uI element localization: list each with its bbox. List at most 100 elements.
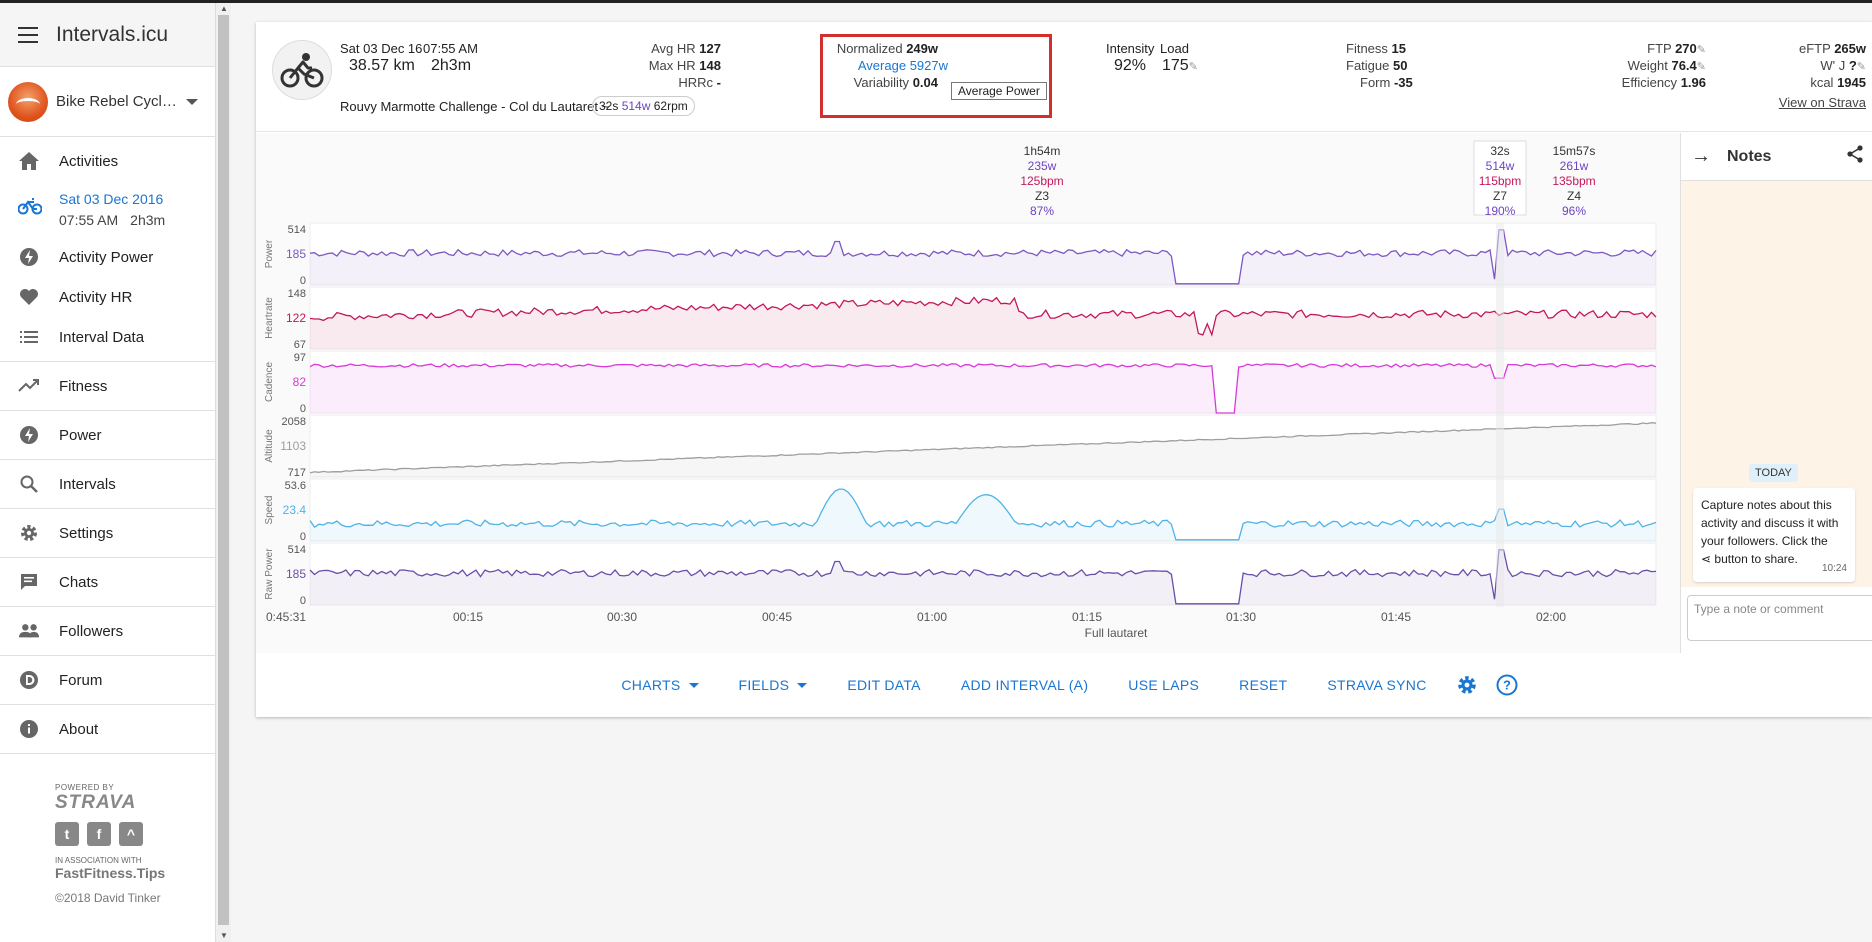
edit-data-button[interactable]: EDIT DATA	[847, 677, 921, 693]
note-message: Capture notes about this activity and di…	[1693, 488, 1855, 582]
chip-power: 514w	[621, 99, 651, 113]
avg-hr-label: Avg HR	[651, 41, 696, 56]
sidebar-item-chats[interactable]: Chats	[0, 562, 215, 602]
series-area	[310, 363, 1656, 413]
panel-label: Raw Power	[264, 548, 275, 600]
activity-summary: Sat 03 Dec 16 07:55 AM 38.57 km 2h3m Rou…	[256, 22, 1872, 132]
sidebar-item-activity-hr[interactable]: Activity HR	[0, 277, 215, 317]
variability-label: Variability	[853, 75, 910, 90]
sidebar-item-settings[interactable]: Settings	[0, 513, 215, 553]
sidebar-item-interval-data[interactable]: Interval Data	[0, 317, 215, 357]
load-value: 175	[1162, 57, 1189, 74]
chevron-down-icon[interactable]	[186, 98, 198, 105]
app-header: Intervals.icu	[0, 3, 215, 67]
sidebar-item-activities[interactable]: Activities	[0, 141, 215, 181]
gear-icon[interactable]	[1455, 673, 1479, 697]
notes-body: TODAY Capture notes about this activity …	[1681, 181, 1872, 587]
series-area	[310, 229, 1656, 285]
copyright: ©2018 David Tinker	[55, 891, 161, 905]
sidebar-item-followers[interactable]: Followers	[0, 611, 215, 651]
scroll-down-icon[interactable]: ▼	[220, 931, 228, 940]
sidebar-item-activity-power[interactable]: Activity Power	[0, 237, 215, 277]
scrollbar-thumb[interactable]	[218, 15, 229, 925]
cyclist-icon	[272, 40, 332, 100]
sidebar-item-current-activity[interactable]: Sat 03 Dec 2016 07:55 AM 2h3m	[0, 181, 215, 237]
panel-label: Speed	[264, 496, 275, 525]
sidebar-item-fitness[interactable]: Fitness	[0, 366, 215, 406]
activity-chart-svg[interactable]: Power 514 185 0 Heartrate 148 122 67 Cadence 97 82…	[256, 133, 1680, 653]
pencil-icon[interactable]: ✎	[1696, 61, 1706, 73]
help-icon[interactable]: ?	[1495, 673, 1519, 697]
note-time: 10:24	[1821, 563, 1847, 574]
activity-duration: 2h3m	[130, 212, 166, 228]
note-input[interactable]: Type a note or comment	[1687, 595, 1872, 641]
app-title[interactable]: Intervals.icu	[56, 22, 169, 46]
fatigue-value: 50	[1393, 58, 1408, 73]
average-label: Average	[857, 58, 907, 73]
series-area	[310, 549, 1656, 605]
panel-label: Power	[264, 239, 275, 268]
pencil-icon[interactable]: ✎	[1856, 61, 1866, 73]
activity-chart[interactable]: Power 514 185 0 Heartrate 148 122 67 Cadence 97 82…	[256, 133, 1680, 653]
divider	[0, 557, 215, 558]
interval-zone: Z4	[1567, 189, 1581, 203]
sidebar-item-power[interactable]: Power	[0, 415, 215, 455]
panel-label: Altitude	[264, 429, 275, 463]
panel-max-label: 2058	[282, 416, 306, 428]
divider	[0, 410, 215, 411]
series-area	[310, 489, 1656, 541]
use-laps-button[interactable]: USE LAPS	[1128, 677, 1200, 693]
sidebar-footer: POWERED BY STRAVA t f ^ IN ASSOCIATION W…	[55, 783, 165, 905]
selected-interval-chip[interactable]: 32s 514w 62rpm	[592, 96, 695, 116]
note-line-1: Capture notes about this	[1701, 498, 1832, 512]
hamburger-menu-icon[interactable]	[18, 26, 38, 43]
pencil-icon[interactable]: ✎	[1696, 44, 1706, 56]
strava-icon[interactable]: ^	[119, 822, 143, 846]
interval-pct: 87%	[1030, 204, 1054, 218]
sidebar-item-about[interactable]: About	[0, 709, 215, 749]
strava-sync-button[interactable]: STRAVA SYNC	[1327, 677, 1427, 693]
panel-avg-label: 122	[286, 311, 306, 325]
average-power-tooltip: Average Power	[951, 82, 1047, 100]
fastfitness-link[interactable]: FastFitness.Tips	[55, 865, 166, 881]
team-selector[interactable]: Bike Rebel Cyclo...	[0, 67, 215, 137]
svg-text:?: ?	[1503, 678, 1511, 693]
assoc-label: IN ASSOCIATION WITH	[55, 856, 142, 865]
today-badge: TODAY	[1749, 464, 1798, 482]
fields-button-label: FIELDS	[738, 677, 790, 693]
activity-name[interactable]: Rouvy Marmotte Challenge - Col du Lautar…	[340, 99, 610, 114]
scroll-up-icon[interactable]: ▲	[220, 4, 228, 13]
strava-logo[interactable]: STRAVA	[55, 792, 137, 813]
twitter-icon[interactable]: t	[55, 822, 79, 846]
notes-panel: → Notes TODAY Capture notes about this a…	[1680, 133, 1872, 653]
chart-panel-1	[309, 286, 1657, 350]
divider	[0, 753, 215, 754]
sidebar-item-intervals[interactable]: Intervals	[0, 464, 215, 504]
sidebar: Intervals.icu Bike Rebel Cyclo... Activi…	[0, 3, 215, 942]
facebook-icon[interactable]: f	[87, 822, 111, 846]
pencil-icon[interactable]: ✎	[1188, 61, 1198, 73]
team-name: Bike Rebel Cyclo...	[56, 93, 178, 110]
load-label: Load	[1160, 41, 1189, 56]
interval-pct: 190%	[1485, 204, 1516, 218]
x-tick-label: 00:15	[453, 610, 483, 624]
add-interval-button[interactable]: ADD INTERVAL (A)	[960, 677, 1089, 693]
view-on-strava-link[interactable]: View on Strava	[1778, 95, 1866, 110]
panel-label: Heartrate	[264, 297, 275, 339]
wj-value: ?	[1848, 58, 1857, 73]
series-line	[309, 296, 1657, 337]
average-value[interactable]: 5927w	[909, 58, 948, 73]
eftp-value: 265w	[1834, 41, 1866, 56]
note-line-2: activity and discuss it with	[1701, 516, 1839, 530]
sidebar-scrollbar[interactable]: ▲ ▼	[215, 3, 231, 942]
charts-button[interactable]: CHARTS	[601, 677, 718, 693]
reset-button[interactable]: RESET	[1239, 677, 1288, 693]
share-icon[interactable]	[1846, 145, 1864, 168]
arrow-right-icon[interactable]: →	[1691, 145, 1711, 167]
fields-button[interactable]: FIELDS	[719, 677, 828, 693]
sidebar-item-forum[interactable]: Forum	[0, 660, 215, 700]
team-logo	[8, 81, 48, 122]
divider	[0, 704, 215, 705]
home-icon	[18, 150, 40, 172]
interval-hr: 115bpm	[1479, 174, 1521, 188]
